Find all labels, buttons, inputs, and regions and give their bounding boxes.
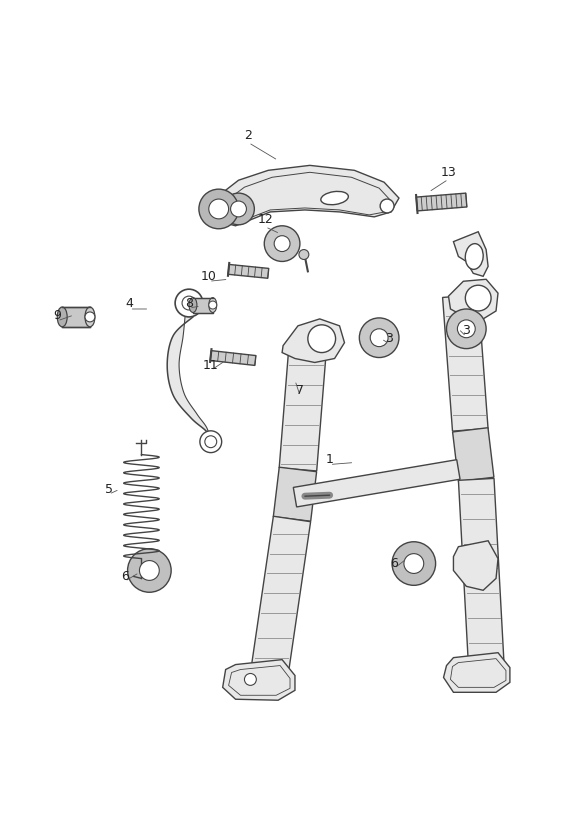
- Circle shape: [182, 296, 196, 310]
- Text: 7: 7: [296, 384, 304, 396]
- Polygon shape: [458, 479, 504, 663]
- Circle shape: [359, 318, 399, 358]
- Ellipse shape: [85, 307, 95, 327]
- Ellipse shape: [57, 307, 67, 327]
- Circle shape: [392, 541, 436, 585]
- Polygon shape: [167, 317, 211, 442]
- Circle shape: [139, 560, 159, 580]
- Text: 4: 4: [125, 297, 134, 310]
- Polygon shape: [252, 517, 311, 670]
- Polygon shape: [454, 232, 488, 276]
- Polygon shape: [193, 298, 213, 313]
- Circle shape: [264, 226, 300, 261]
- Ellipse shape: [209, 297, 217, 312]
- Circle shape: [85, 312, 95, 322]
- Polygon shape: [273, 467, 317, 522]
- Text: 11: 11: [203, 359, 219, 372]
- Polygon shape: [452, 428, 494, 481]
- Text: 9: 9: [53, 310, 61, 322]
- Polygon shape: [416, 193, 467, 211]
- Circle shape: [404, 554, 424, 574]
- Polygon shape: [442, 295, 488, 431]
- Polygon shape: [228, 265, 269, 279]
- Circle shape: [223, 193, 254, 225]
- Text: 2: 2: [244, 129, 252, 143]
- Text: 8: 8: [185, 297, 193, 310]
- Ellipse shape: [465, 244, 483, 269]
- Circle shape: [128, 549, 171, 592]
- Ellipse shape: [189, 297, 197, 312]
- Polygon shape: [448, 279, 498, 319]
- Text: 3: 3: [385, 332, 393, 345]
- Text: 3: 3: [462, 325, 470, 337]
- Circle shape: [205, 436, 217, 447]
- Circle shape: [209, 199, 229, 219]
- Circle shape: [447, 309, 486, 349]
- Polygon shape: [282, 319, 345, 363]
- Text: 1: 1: [326, 453, 333, 466]
- Circle shape: [200, 431, 222, 452]
- Polygon shape: [444, 653, 510, 692]
- Text: 10: 10: [201, 269, 217, 283]
- Text: 12: 12: [257, 213, 273, 227]
- Circle shape: [370, 329, 388, 347]
- Circle shape: [465, 285, 491, 311]
- Polygon shape: [223, 660, 295, 700]
- Circle shape: [209, 301, 217, 309]
- Polygon shape: [293, 460, 460, 507]
- Text: 6: 6: [390, 557, 398, 570]
- Text: 13: 13: [441, 166, 456, 179]
- Circle shape: [175, 289, 203, 317]
- Circle shape: [458, 320, 475, 338]
- Text: 5: 5: [105, 483, 113, 496]
- Circle shape: [199, 190, 238, 229]
- Circle shape: [380, 199, 394, 213]
- Polygon shape: [454, 541, 498, 590]
- Polygon shape: [62, 307, 90, 327]
- Polygon shape: [279, 344, 326, 471]
- Ellipse shape: [321, 191, 349, 204]
- Circle shape: [244, 673, 257, 686]
- Text: 6: 6: [121, 570, 128, 583]
- Polygon shape: [221, 166, 399, 226]
- Circle shape: [274, 236, 290, 251]
- Circle shape: [231, 201, 247, 217]
- Polygon shape: [210, 351, 256, 365]
- Circle shape: [308, 325, 336, 353]
- Circle shape: [299, 250, 309, 260]
